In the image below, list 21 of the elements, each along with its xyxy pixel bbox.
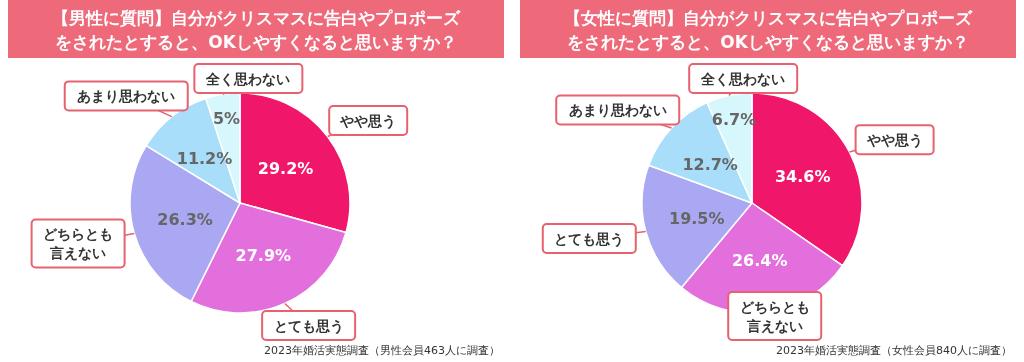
slice-label: やや思う bbox=[865, 132, 923, 150]
slice-label: あまり思わない bbox=[77, 88, 176, 105]
slice-label: とても思う bbox=[273, 318, 344, 335]
slice-label: 全く思わない bbox=[700, 71, 786, 87]
slice-label: やや思う bbox=[339, 112, 397, 130]
data-label: 27.9% bbox=[235, 246, 292, 266]
text: 2023年婚活実態調査（女性会員840人に調査） bbox=[776, 344, 1012, 357]
data-label: 29.2% bbox=[257, 159, 314, 179]
data-label: 5% bbox=[212, 109, 241, 129]
slice-label: どちらとも言えない bbox=[43, 226, 114, 262]
chart-title: 【女性に質問】自分がクリスマスに告白やプロポーズをされたとすると、OKしやすくなると思いますか？ bbox=[564, 8, 973, 52]
data-label: 34.6% bbox=[774, 167, 831, 187]
data-label: 26.3% bbox=[157, 209, 213, 229]
chart-title: 【男性に質問】自分がクリスマスに告白やプロポーズをされたとすると、OKしやすくなると思いますか？ bbox=[52, 8, 461, 52]
slice-label: とても思う bbox=[554, 230, 625, 248]
data-label: 26.4% bbox=[731, 250, 788, 270]
slice-label: あまり思わない bbox=[568, 102, 667, 119]
slice-label: 全く思わない bbox=[205, 71, 291, 87]
text: 2023年婚活実態調査（男性会員463人に調査） bbox=[264, 344, 500, 357]
slice-label: どちらとも言えない bbox=[739, 299, 810, 334]
data-label: 19.5% bbox=[669, 208, 725, 228]
